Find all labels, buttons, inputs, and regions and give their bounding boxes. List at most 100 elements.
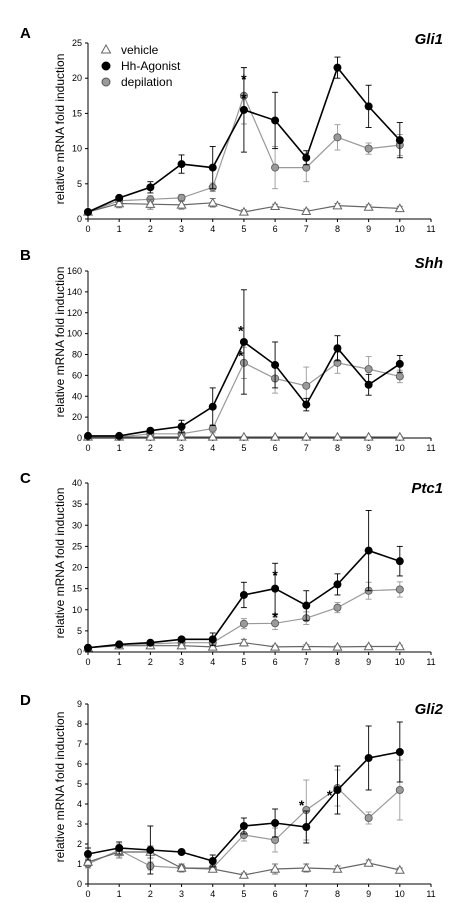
- x-tick-label: 5: [241, 443, 246, 453]
- x-tick-label: 11: [426, 224, 435, 234]
- data-point-vehicle: [270, 431, 281, 441]
- y-axis-label: relative mRNA fold induction: [53, 488, 67, 639]
- data-point-vehicle: [238, 206, 249, 216]
- significance-asterisk: *: [272, 567, 278, 583]
- data-point-hh-agonist: [239, 822, 248, 831]
- significance-asterisk: *: [272, 609, 278, 625]
- data-point-depilation: [302, 381, 311, 390]
- series-hh-agonist: [84, 56, 404, 216]
- data-point-vehicle: [394, 203, 405, 213]
- x-tick-label: 5: [241, 657, 246, 667]
- data-point-hh-agonist: [364, 754, 373, 763]
- data-point-vehicle: [363, 641, 374, 651]
- data-point-depilation: [208, 424, 217, 433]
- x-tick-label: 8: [335, 224, 340, 234]
- legend-marker-vehicle: [100, 43, 112, 54]
- y-tick-label: 20: [72, 563, 82, 573]
- y-axis-label: relative mRNA fold induction: [53, 267, 67, 418]
- panel-shh: B Shh relative mRNA fold induction 02040…: [20, 247, 443, 453]
- significance-asterisk: *: [327, 787, 333, 803]
- x-tick-label: 11: [426, 657, 435, 667]
- data-point-hh-agonist: [208, 857, 217, 866]
- data-point-hh-agonist: [333, 786, 342, 795]
- data-point-hh-agonist: [146, 183, 155, 192]
- legend-marker-hh-agonist: [101, 61, 111, 71]
- data-point-vehicle: [332, 200, 343, 210]
- x-tick-label: 2: [148, 224, 153, 234]
- data-point-hh-agonist: [302, 400, 311, 409]
- data-point-hh-agonist: [302, 601, 311, 610]
- data-point-vehicle: [363, 201, 374, 211]
- y-tick-label: 4: [77, 799, 82, 809]
- data-point-hh-agonist: [395, 136, 404, 145]
- y-tick-label: 35: [72, 499, 82, 509]
- data-point-vehicle: [176, 199, 187, 209]
- x-tick-label: 0: [85, 889, 90, 899]
- data-point-vehicle: [207, 641, 218, 651]
- data-point-depilation: [271, 163, 280, 172]
- data-point-hh-agonist: [84, 643, 93, 652]
- data-point-depilation: [395, 372, 404, 381]
- series-vehicle: [82, 845, 405, 879]
- significance-asterisk: *: [241, 90, 247, 106]
- data-point-vehicle: [145, 199, 156, 208]
- data-point-hh-agonist: [115, 431, 124, 440]
- y-tick-label: 0: [77, 647, 82, 657]
- x-tick-label: 11: [426, 443, 435, 453]
- data-point-hh-agonist: [115, 193, 124, 202]
- data-point-vehicle: [145, 431, 156, 441]
- series-vehicle: [82, 197, 405, 216]
- x-tick-label: 3: [179, 889, 184, 899]
- data-point-vehicle: [82, 856, 94, 866]
- x-tick-label: 2: [148, 443, 153, 453]
- data-point-vehicle: [207, 863, 218, 873]
- y-tick-label: 15: [72, 584, 82, 594]
- data-point-vehicle: [207, 197, 218, 207]
- data-point-depilation: [333, 133, 342, 142]
- data-point-hh-agonist: [364, 380, 373, 389]
- y-axis-label: relative mRNA fold induction: [53, 712, 67, 863]
- y-tick-label: 0: [77, 214, 82, 224]
- y-tick-label: 10: [72, 144, 82, 154]
- data-point-hh-agonist: [239, 105, 248, 114]
- x-tick-label: 6: [273, 443, 278, 453]
- y-tick-label: 0: [77, 879, 82, 889]
- data-point-hh-agonist: [115, 640, 124, 649]
- y-tick-label: 25: [72, 38, 82, 48]
- y-tick-label: 15: [72, 108, 82, 118]
- data-point-vehicle: [301, 206, 312, 215]
- x-tick-label: 9: [366, 657, 371, 667]
- x-tick-label: 1: [117, 889, 122, 899]
- x-tick-label: 7: [304, 224, 309, 234]
- data-point-vehicle: [332, 863, 343, 873]
- data-point-hh-agonist: [115, 844, 124, 853]
- y-tick-label: 5: [77, 626, 82, 636]
- x-tick-label: 5: [241, 889, 246, 899]
- x-tick-label: 8: [335, 657, 340, 667]
- data-point-hh-agonist: [302, 153, 311, 162]
- data-point-vehicle: [270, 863, 281, 873]
- data-point-hh-agonist: [271, 360, 280, 369]
- x-tick-label: 6: [273, 224, 278, 234]
- x-tick-label: 1: [117, 224, 122, 234]
- y-tick-label: 80: [72, 350, 82, 360]
- x-tick-label: 10: [395, 224, 405, 234]
- x-tick-label: 10: [395, 889, 405, 899]
- data-point-hh-agonist: [333, 580, 342, 589]
- x-tick-label: 4: [210, 443, 215, 453]
- significance-asterisk: *: [238, 348, 244, 364]
- gene-title: Ptc1: [411, 480, 443, 497]
- data-point-hh-agonist: [271, 584, 280, 593]
- x-tick-label: 6: [273, 889, 278, 899]
- y-tick-label: 3: [77, 819, 82, 829]
- data-point-vehicle: [176, 862, 187, 872]
- y-tick-label: 5: [77, 779, 82, 789]
- data-point-depilation: [271, 836, 280, 845]
- data-point-vehicle: [394, 641, 405, 651]
- gene-title: Gli2: [415, 701, 444, 718]
- panel-ptc1: C Ptc1 relative mRNA fold induction 0510…: [20, 470, 443, 667]
- x-tick-label: 2: [148, 657, 153, 667]
- series-line-hh-agonist: [87, 751, 400, 862]
- data-point-vehicle: [238, 869, 249, 879]
- x-tick-label: 4: [210, 657, 215, 667]
